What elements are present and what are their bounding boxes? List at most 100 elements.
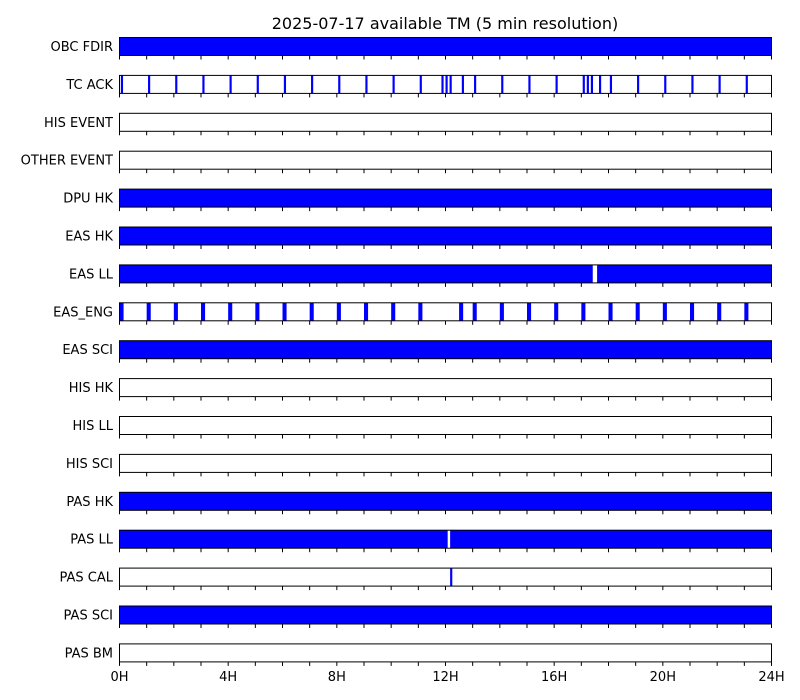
row-frame bbox=[119, 643, 772, 663]
availability-bar bbox=[609, 75, 613, 94]
availability-bar bbox=[392, 75, 395, 94]
availability-bar bbox=[229, 75, 232, 94]
availability-bar bbox=[309, 302, 314, 321]
timeline-row: EAS_ENG bbox=[53, 302, 772, 325]
availability-bar bbox=[311, 75, 314, 94]
x-axis: 0H 4H 8H 12H 16H 20H 24H bbox=[110, 670, 784, 685]
row-label: PAS HK bbox=[66, 495, 113, 510]
timeline-row: HIS SCI bbox=[66, 453, 772, 477]
row-label: EAS SCI bbox=[62, 343, 113, 358]
availability-bar bbox=[119, 340, 772, 359]
availability-bar bbox=[419, 75, 422, 94]
availability-bar bbox=[499, 302, 504, 321]
row-frame bbox=[119, 416, 772, 435]
row-label: HIS EVENT bbox=[44, 116, 113, 131]
availability-bar bbox=[450, 568, 453, 587]
timeline-row: HIS LL bbox=[73, 416, 772, 439]
row-label: OTHER EVENT bbox=[21, 154, 113, 169]
row-label: DPU HK bbox=[63, 192, 113, 207]
x-tick-label: 4H bbox=[219, 670, 237, 685]
timeline-row: EAS HK bbox=[65, 226, 772, 249]
timeline-row: PAS HK bbox=[66, 491, 772, 515]
availability-bar bbox=[586, 75, 589, 94]
availability-bar bbox=[441, 75, 444, 94]
row-label: EAS HK bbox=[65, 230, 113, 245]
availability-bar bbox=[459, 302, 464, 321]
availability-bar bbox=[391, 302, 396, 321]
availability-bar bbox=[528, 75, 531, 94]
timeline-row: PAS LL bbox=[70, 529, 772, 553]
availability-bar bbox=[662, 302, 667, 321]
x-tick-label: 24H bbox=[758, 670, 784, 685]
availability-bar bbox=[445, 75, 448, 94]
x-tick-label: 16H bbox=[541, 670, 567, 685]
availability-bar bbox=[119, 492, 772, 511]
availability-bar bbox=[119, 189, 772, 208]
availability-bar bbox=[119, 302, 124, 321]
timeline-row: EAS SCI bbox=[62, 340, 772, 363]
timeline-row: DPU HK bbox=[63, 188, 772, 212]
availability-bar bbox=[717, 302, 722, 321]
row-label: PAS SCI bbox=[64, 609, 113, 624]
availability-bar bbox=[119, 606, 772, 624]
availability-bar bbox=[119, 264, 593, 283]
availability-bar bbox=[282, 302, 287, 321]
x-tick-label: 12H bbox=[432, 670, 458, 685]
availability-bar bbox=[450, 530, 772, 549]
availability-bar bbox=[472, 302, 477, 321]
row-label: EAS_ENG bbox=[53, 305, 113, 320]
availability-bar bbox=[365, 75, 368, 94]
availability-bar bbox=[202, 75, 205, 94]
availability-bar bbox=[364, 302, 369, 321]
availability-bar bbox=[338, 75, 341, 94]
row-label: PAS LL bbox=[70, 533, 114, 548]
availability-bar bbox=[501, 75, 504, 94]
timeline-row: EAS LL bbox=[69, 264, 772, 287]
availability-bar bbox=[598, 75, 602, 94]
availability-bar bbox=[418, 302, 423, 321]
timeline-row: HIS EVENT bbox=[44, 112, 772, 136]
availability-bar bbox=[745, 75, 748, 94]
availability-bar bbox=[119, 37, 772, 56]
row-label: PAS CAL bbox=[60, 571, 114, 586]
availability-bar bbox=[119, 227, 772, 245]
x-tick-label: 0H bbox=[110, 670, 128, 685]
availability-bar bbox=[635, 302, 640, 321]
availability-bar bbox=[637, 75, 640, 94]
row-frame bbox=[119, 150, 772, 170]
timeline-row: OTHER EVENT bbox=[21, 150, 772, 174]
availability-bar bbox=[608, 302, 613, 321]
availability-bar bbox=[744, 302, 749, 321]
availability-bar bbox=[256, 75, 259, 94]
availability-bar bbox=[527, 302, 532, 321]
availability-bar bbox=[590, 75, 594, 94]
row-frame bbox=[119, 453, 772, 473]
timeline-row: PAS CAL bbox=[60, 567, 772, 591]
availability-bar bbox=[175, 75, 178, 94]
availability-bar bbox=[691, 75, 694, 94]
availability-bar bbox=[173, 302, 178, 321]
x-tick-label: 20H bbox=[650, 670, 676, 685]
availability-bar bbox=[201, 302, 206, 321]
availability-bar bbox=[554, 302, 559, 321]
row-label: EAS LL bbox=[69, 267, 114, 282]
row-frame bbox=[119, 378, 772, 398]
row-label: OBC FDIR bbox=[51, 40, 114, 55]
row-label: HIS SCI bbox=[66, 457, 113, 472]
availability-bar bbox=[228, 302, 233, 321]
row-label: HIS HK bbox=[69, 381, 114, 396]
timeline-row: PAS SCI bbox=[64, 605, 772, 628]
availability-bar bbox=[119, 530, 448, 549]
availability-bar bbox=[120, 75, 124, 94]
x-tick-label: 8H bbox=[328, 670, 346, 685]
row-frame bbox=[119, 302, 772, 322]
timeline-row: HIS HK bbox=[69, 378, 772, 401]
timeline-row: TC ACK bbox=[65, 74, 772, 98]
availability-bar bbox=[690, 302, 695, 321]
availability-bar bbox=[146, 302, 151, 321]
timeline-row: PAS BM bbox=[65, 643, 772, 666]
availability-bar bbox=[718, 75, 721, 94]
timeline-row: OBC FDIR bbox=[51, 37, 772, 60]
row-label: PAS BM bbox=[65, 646, 113, 661]
